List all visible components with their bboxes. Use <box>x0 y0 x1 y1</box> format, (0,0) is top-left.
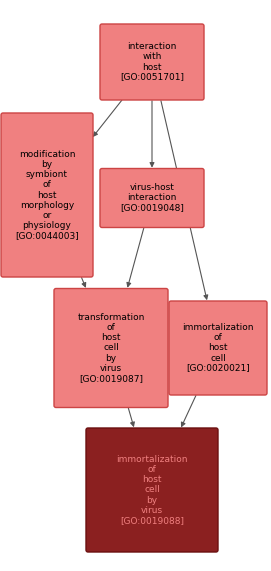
FancyBboxPatch shape <box>86 428 218 552</box>
FancyBboxPatch shape <box>100 24 204 100</box>
Text: transformation
of
host
cell
by
virus
[GO:0019087]: transformation of host cell by virus [GO… <box>77 313 145 383</box>
FancyBboxPatch shape <box>100 168 204 227</box>
FancyBboxPatch shape <box>169 301 267 395</box>
Text: modification
by
symbiont
of
host
morphology
or
physiology
[GO:0044003]: modification by symbiont of host morphol… <box>15 150 79 240</box>
Text: immortalization
of
host
cell
[GO:0020021]: immortalization of host cell [GO:0020021… <box>182 323 254 373</box>
FancyBboxPatch shape <box>1 113 93 277</box>
FancyBboxPatch shape <box>54 288 168 408</box>
Text: virus-host
interaction
[GO:0019048]: virus-host interaction [GO:0019048] <box>120 183 184 212</box>
Text: interaction
with
host
[GO:0051701]: interaction with host [GO:0051701] <box>120 42 184 82</box>
Text: immortalization
of
host
cell
by
virus
[GO:0019088]: immortalization of host cell by virus [G… <box>116 455 188 525</box>
